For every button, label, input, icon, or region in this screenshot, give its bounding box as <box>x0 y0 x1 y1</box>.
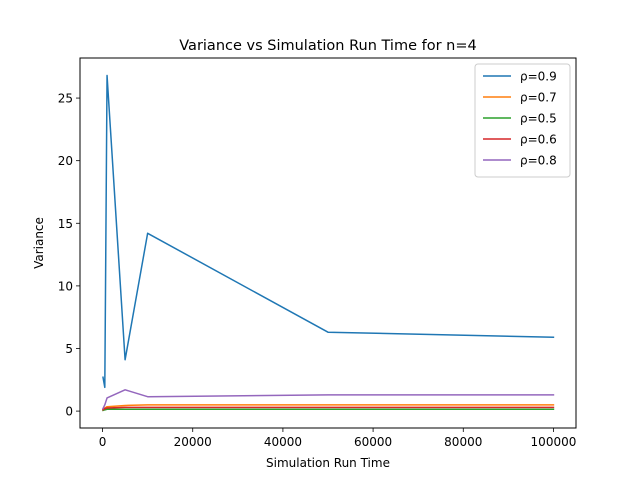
series-layer <box>101 74 555 412</box>
legend-label: ρ=0.6 <box>520 133 557 147</box>
legend-box <box>474 63 571 178</box>
x-axis-label: Simulation Run Time <box>266 456 390 470</box>
x-tick-label: 0 <box>99 435 107 449</box>
x-axis: 0 20000 40000 60000 80000 100000 <box>99 428 577 449</box>
y-tick-label: 25 <box>58 92 73 106</box>
chart-title: Variance vs Simulation Run Time for n=4 <box>179 38 476 54</box>
legend-label: ρ=0.7 <box>520 91 557 105</box>
legend-label: ρ=0.9 <box>520 70 557 84</box>
y-tick-label: 15 <box>58 217 73 231</box>
series-line-4 <box>101 389 555 410</box>
x-tick-label: 20000 <box>174 435 212 449</box>
y-tick-label: 5 <box>65 342 73 356</box>
y-tick-label: 20 <box>58 154 73 168</box>
series-line-0 <box>102 74 555 389</box>
y-tick-label: 10 <box>58 279 73 293</box>
x-tick-label: 60000 <box>354 435 392 449</box>
x-tick-label: 100000 <box>531 435 577 449</box>
plot-area-frame <box>79 57 577 429</box>
legend-label: ρ=0.8 <box>520 154 557 168</box>
y-axis: 0 5 10 15 20 25 <box>58 92 80 419</box>
y-axis-label: Variance <box>32 217 46 269</box>
legend: ρ=0.9 ρ=0.7 ρ=0.5 ρ=0.6 ρ=0.8 <box>474 63 571 178</box>
legend-label: ρ=0.5 <box>520 112 557 126</box>
series-line-3 <box>101 406 555 411</box>
series-line-2 <box>102 408 555 412</box>
y-tick-label: 0 <box>65 405 73 419</box>
x-tick-label: 80000 <box>444 435 482 449</box>
x-tick-label: 40000 <box>264 435 302 449</box>
